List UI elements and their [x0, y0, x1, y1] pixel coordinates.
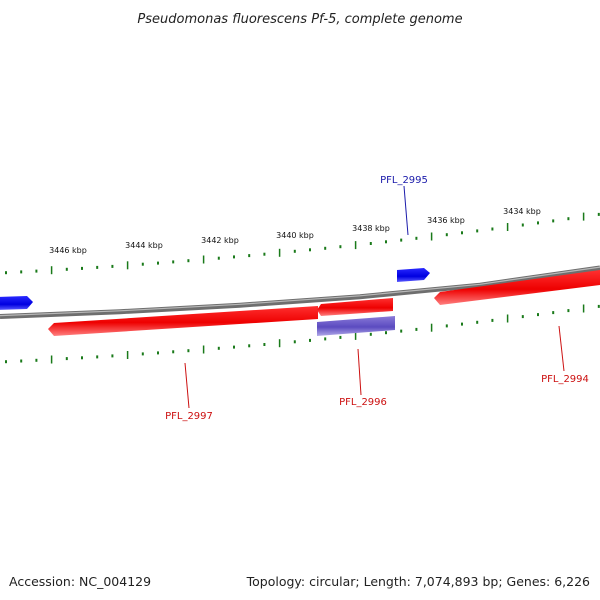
pfl-2994-leader: [558, 325, 565, 372]
other-gene-feature[interactable]: [317, 316, 395, 336]
forward-gene-pfl-2995[interactable]: [397, 268, 430, 282]
inner-tick-ring: [5, 304, 600, 364]
reverse-gene-pfl-2996[interactable]: [317, 298, 393, 316]
scale-label: 3434 kbp: [503, 207, 541, 216]
gene-label-pfl-2995[interactable]: PFL_2995: [380, 175, 428, 186]
gene-label-pfl-2996[interactable]: PFL_2996: [339, 397, 387, 408]
genome-backbone: [0, 265, 600, 319]
scale-label: 3436 kbp: [427, 216, 465, 225]
genome-summary-text: Topology: circular; Length: 7,074,893 bp…: [246, 574, 590, 589]
map-title: Pseudomonas fluorescens Pf-5, complete g…: [137, 12, 462, 27]
accession-text: Accession: NC_004129: [9, 574, 151, 589]
pfl-2997-leader: [184, 362, 190, 409]
pfl-2995-leader: [403, 185, 409, 236]
scale-label: 3440 kbp: [276, 231, 314, 240]
upper-scale-ticks: [5, 212, 600, 275]
scale-label: 3446 kbp: [49, 246, 87, 255]
scale-label: 3444 kbp: [125, 241, 163, 250]
gene-label-pfl-2994[interactable]: PFL_2994: [541, 374, 589, 385]
outer-tick-ring: 3446 kbp 3444 kbp 3442 kbp 3440 kbp 3438…: [5, 207, 600, 275]
scale-label: 3442 kbp: [201, 236, 239, 245]
reverse-gene-pfl-2997[interactable]: [48, 306, 318, 336]
gene-label-pfl-2997[interactable]: PFL_2997: [165, 411, 213, 422]
reverse-gene-pfl-2994[interactable]: [434, 270, 600, 305]
scale-label: 3438 kbp: [352, 224, 390, 233]
pfl-2996-leader: [357, 348, 362, 396]
forward-gene-left: [0, 296, 33, 310]
